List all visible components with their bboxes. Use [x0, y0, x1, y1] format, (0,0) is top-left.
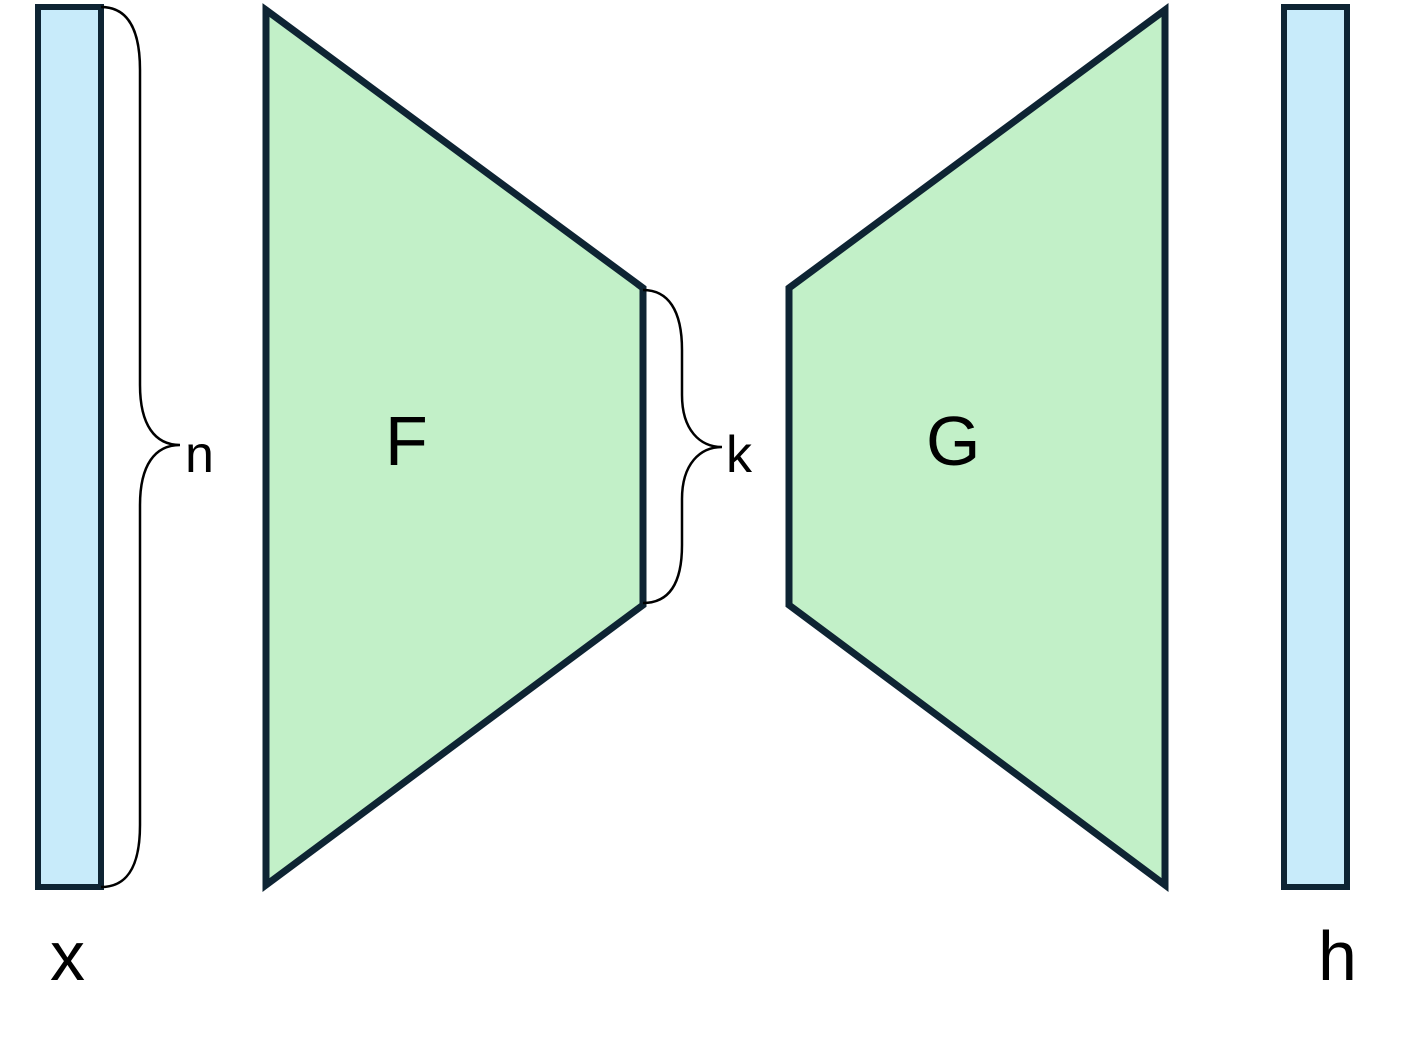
label-n: n [185, 426, 214, 484]
decoder-G [785, 3, 1169, 892]
label-F: F [385, 402, 428, 480]
encoder-F [262, 3, 647, 892]
label-x: x [50, 917, 85, 995]
brace-k [642, 288, 723, 605]
output-vector-h [1281, 4, 1350, 890]
label-h: h [1318, 917, 1357, 995]
label-G: G [926, 402, 980, 480]
brace-n [100, 5, 181, 889]
label-k: k [726, 426, 753, 484]
input-vector-x [35, 4, 104, 890]
